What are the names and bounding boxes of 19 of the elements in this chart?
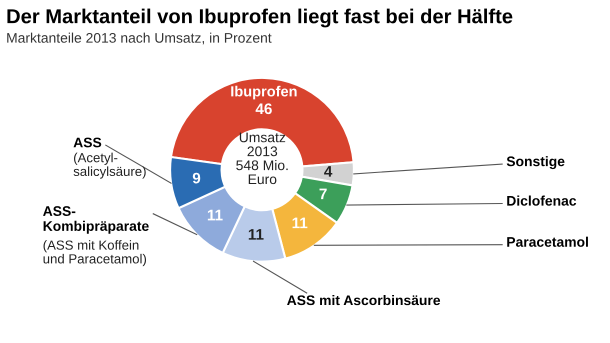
slice-label: ASS- Kombipräparate	[43, 206, 149, 234]
chart-subtitle: Marktanteile 2013 nach Umsatz, in Prozent	[7, 32, 272, 44]
slice-label: Ibuprofen	[231, 86, 297, 100]
slice-label: Sonstige	[506, 156, 564, 170]
data-label: 11	[208, 210, 223, 220]
slice-label: Diclofenac	[507, 196, 576, 206]
data-label: 4	[324, 166, 332, 177]
data-label: 7	[320, 188, 327, 200]
text: (Acetyl- salicylsäure)	[74, 152, 146, 179]
data-label: 9	[192, 172, 200, 184]
data-label: 46	[256, 103, 272, 114]
text: (ASS mit Koffein und Paracetamol)	[44, 240, 146, 266]
slice-label: ASS mit Ascorbinsäure	[287, 294, 440, 306]
slice-label: ASS	[74, 138, 102, 148]
slice-label: Paracetamol	[507, 236, 588, 247]
chart-title: Der Marktanteil von Ibuprofen liegt fast bei der Hälfte	[7, 8, 512, 28]
data-label: 11	[292, 218, 308, 228]
data-label: 11	[248, 229, 264, 240]
text: Umsatz 2013 548 Mio. Euro	[236, 132, 288, 184]
